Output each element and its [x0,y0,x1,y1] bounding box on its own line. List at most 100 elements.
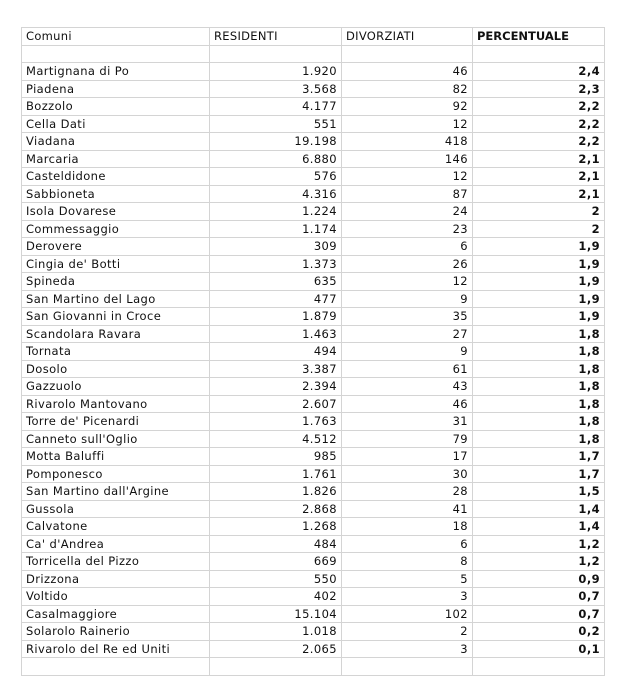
cell-comune[interactable]: Pomponesco [21,464,210,483]
header-residenti[interactable]: RESIDENTI [209,27,342,46]
cell-comune[interactable]: Cella Dati [21,114,210,133]
empty-cell[interactable] [472,657,605,676]
cell-divorziati[interactable]: 12 [341,167,473,186]
cell-comune[interactable]: Gazzuolo [21,377,210,396]
cell-residenti[interactable]: 4.512 [209,429,342,448]
cell-comune[interactable]: San Martino del Lago [21,289,210,308]
cell-divorziati[interactable]: 41 [341,499,473,518]
cell-comune[interactable]: Viadana [21,132,210,151]
cell-comune[interactable]: San Martino dall'Argine [21,482,210,501]
cell-percentuale[interactable]: 1,8 [472,359,605,378]
cell-percentuale[interactable]: 1,9 [472,307,605,326]
cell-residenti[interactable]: 550 [209,569,342,588]
cell-residenti[interactable]: 309 [209,237,342,256]
empty-cell[interactable] [341,657,473,676]
cell-comune[interactable]: Voltido [21,587,210,606]
cell-comune[interactable]: Casalmaggiore [21,604,210,623]
cell-comune[interactable]: Commessaggio [21,219,210,238]
cell-comune[interactable]: Drizzona [21,569,210,588]
cell-divorziati[interactable]: 30 [341,464,473,483]
cell-percentuale[interactable]: 1,2 [472,552,605,571]
cell-percentuale[interactable]: 1,9 [472,254,605,273]
cell-divorziati[interactable]: 102 [341,604,473,623]
cell-comune[interactable]: Marcaria [21,149,210,168]
cell-divorziati[interactable]: 6 [341,534,473,553]
cell-comune[interactable]: Canneto sull'Oglio [21,429,210,448]
cell-comune[interactable]: Rivarolo del Re ed Uniti [21,639,210,658]
empty-cell[interactable] [209,44,342,63]
cell-residenti[interactable]: 985 [209,447,342,466]
cell-divorziati[interactable]: 27 [341,324,473,343]
cell-residenti[interactable]: 2.868 [209,499,342,518]
cell-residenti[interactable]: 1.224 [209,202,342,221]
cell-percentuale[interactable]: 0,9 [472,569,605,588]
cell-residenti[interactable]: 1.373 [209,254,342,273]
cell-divorziati[interactable]: 82 [341,79,473,98]
cell-residenti[interactable]: 477 [209,289,342,308]
cell-divorziati[interactable]: 146 [341,149,473,168]
cell-comune[interactable]: Ca' d'Andrea [21,534,210,553]
cell-percentuale[interactable]: 1,8 [472,324,605,343]
cell-percentuale[interactable]: 0,1 [472,639,605,658]
cell-percentuale[interactable]: 2,1 [472,184,605,203]
cell-residenti[interactable]: 1.463 [209,324,342,343]
cell-divorziati[interactable]: 23 [341,219,473,238]
cell-divorziati[interactable]: 46 [341,62,473,81]
cell-divorziati[interactable]: 28 [341,482,473,501]
empty-cell[interactable] [209,657,342,676]
cell-percentuale[interactable]: 1,9 [472,237,605,256]
cell-comune[interactable]: Isola Dovarese [21,202,210,221]
cell-residenti[interactable]: 576 [209,167,342,186]
cell-residenti[interactable]: 1.920 [209,62,342,81]
cell-divorziati[interactable]: 9 [341,342,473,361]
cell-comune[interactable]: Spineda [21,272,210,291]
cell-percentuale[interactable]: 0,7 [472,604,605,623]
cell-divorziati[interactable]: 43 [341,377,473,396]
cell-percentuale[interactable]: 1,5 [472,482,605,501]
cell-percentuale[interactable]: 2,2 [472,132,605,151]
cell-comune[interactable]: Martignana di Po [21,62,210,81]
cell-percentuale[interactable]: 1,8 [472,342,605,361]
cell-percentuale[interactable]: 2,4 [472,62,605,81]
cell-residenti[interactable]: 551 [209,114,342,133]
cell-residenti[interactable]: 1.018 [209,622,342,641]
cell-percentuale[interactable]: 2,1 [472,167,605,186]
cell-percentuale[interactable]: 2,2 [472,97,605,116]
cell-comune[interactable]: Dosolo [21,359,210,378]
cell-divorziati[interactable]: 26 [341,254,473,273]
cell-percentuale[interactable]: 1,8 [472,394,605,413]
cell-divorziati[interactable]: 9 [341,289,473,308]
cell-comune[interactable]: San Giovanni in Croce [21,307,210,326]
empty-cell[interactable] [21,44,210,63]
cell-percentuale[interactable]: 1,8 [472,429,605,448]
cell-residenti[interactable]: 6.880 [209,149,342,168]
cell-percentuale[interactable]: 1,4 [472,517,605,536]
cell-residenti[interactable]: 2.065 [209,639,342,658]
cell-divorziati[interactable]: 79 [341,429,473,448]
cell-comune[interactable]: Torre de' Picenardi [21,412,210,431]
cell-percentuale[interactable]: 2,3 [472,79,605,98]
cell-percentuale[interactable]: 1,8 [472,377,605,396]
cell-divorziati[interactable]: 92 [341,97,473,116]
cell-percentuale[interactable]: 1,7 [472,447,605,466]
cell-comune[interactable]: Sabbioneta [21,184,210,203]
cell-percentuale[interactable]: 0,7 [472,587,605,606]
cell-divorziati[interactable]: 18 [341,517,473,536]
cell-comune[interactable]: Casteldidone [21,167,210,186]
cell-residenti[interactable]: 1.826 [209,482,342,501]
cell-residenti[interactable]: 4.316 [209,184,342,203]
cell-comune[interactable]: Piadena [21,79,210,98]
cell-residenti[interactable]: 2.394 [209,377,342,396]
cell-percentuale[interactable]: 1,8 [472,412,605,431]
cell-residenti[interactable]: 1.763 [209,412,342,431]
cell-comune[interactable]: Scandolara Ravara [21,324,210,343]
cell-divorziati[interactable]: 31 [341,412,473,431]
cell-residenti[interactable]: 1.268 [209,517,342,536]
cell-comune[interactable]: Rivarolo Mantovano [21,394,210,413]
cell-divorziati[interactable]: 17 [341,447,473,466]
cell-percentuale[interactable]: 2 [472,219,605,238]
cell-percentuale[interactable]: 2 [472,202,605,221]
cell-divorziati[interactable]: 5 [341,569,473,588]
cell-divorziati[interactable]: 35 [341,307,473,326]
cell-comune[interactable]: Derovere [21,237,210,256]
